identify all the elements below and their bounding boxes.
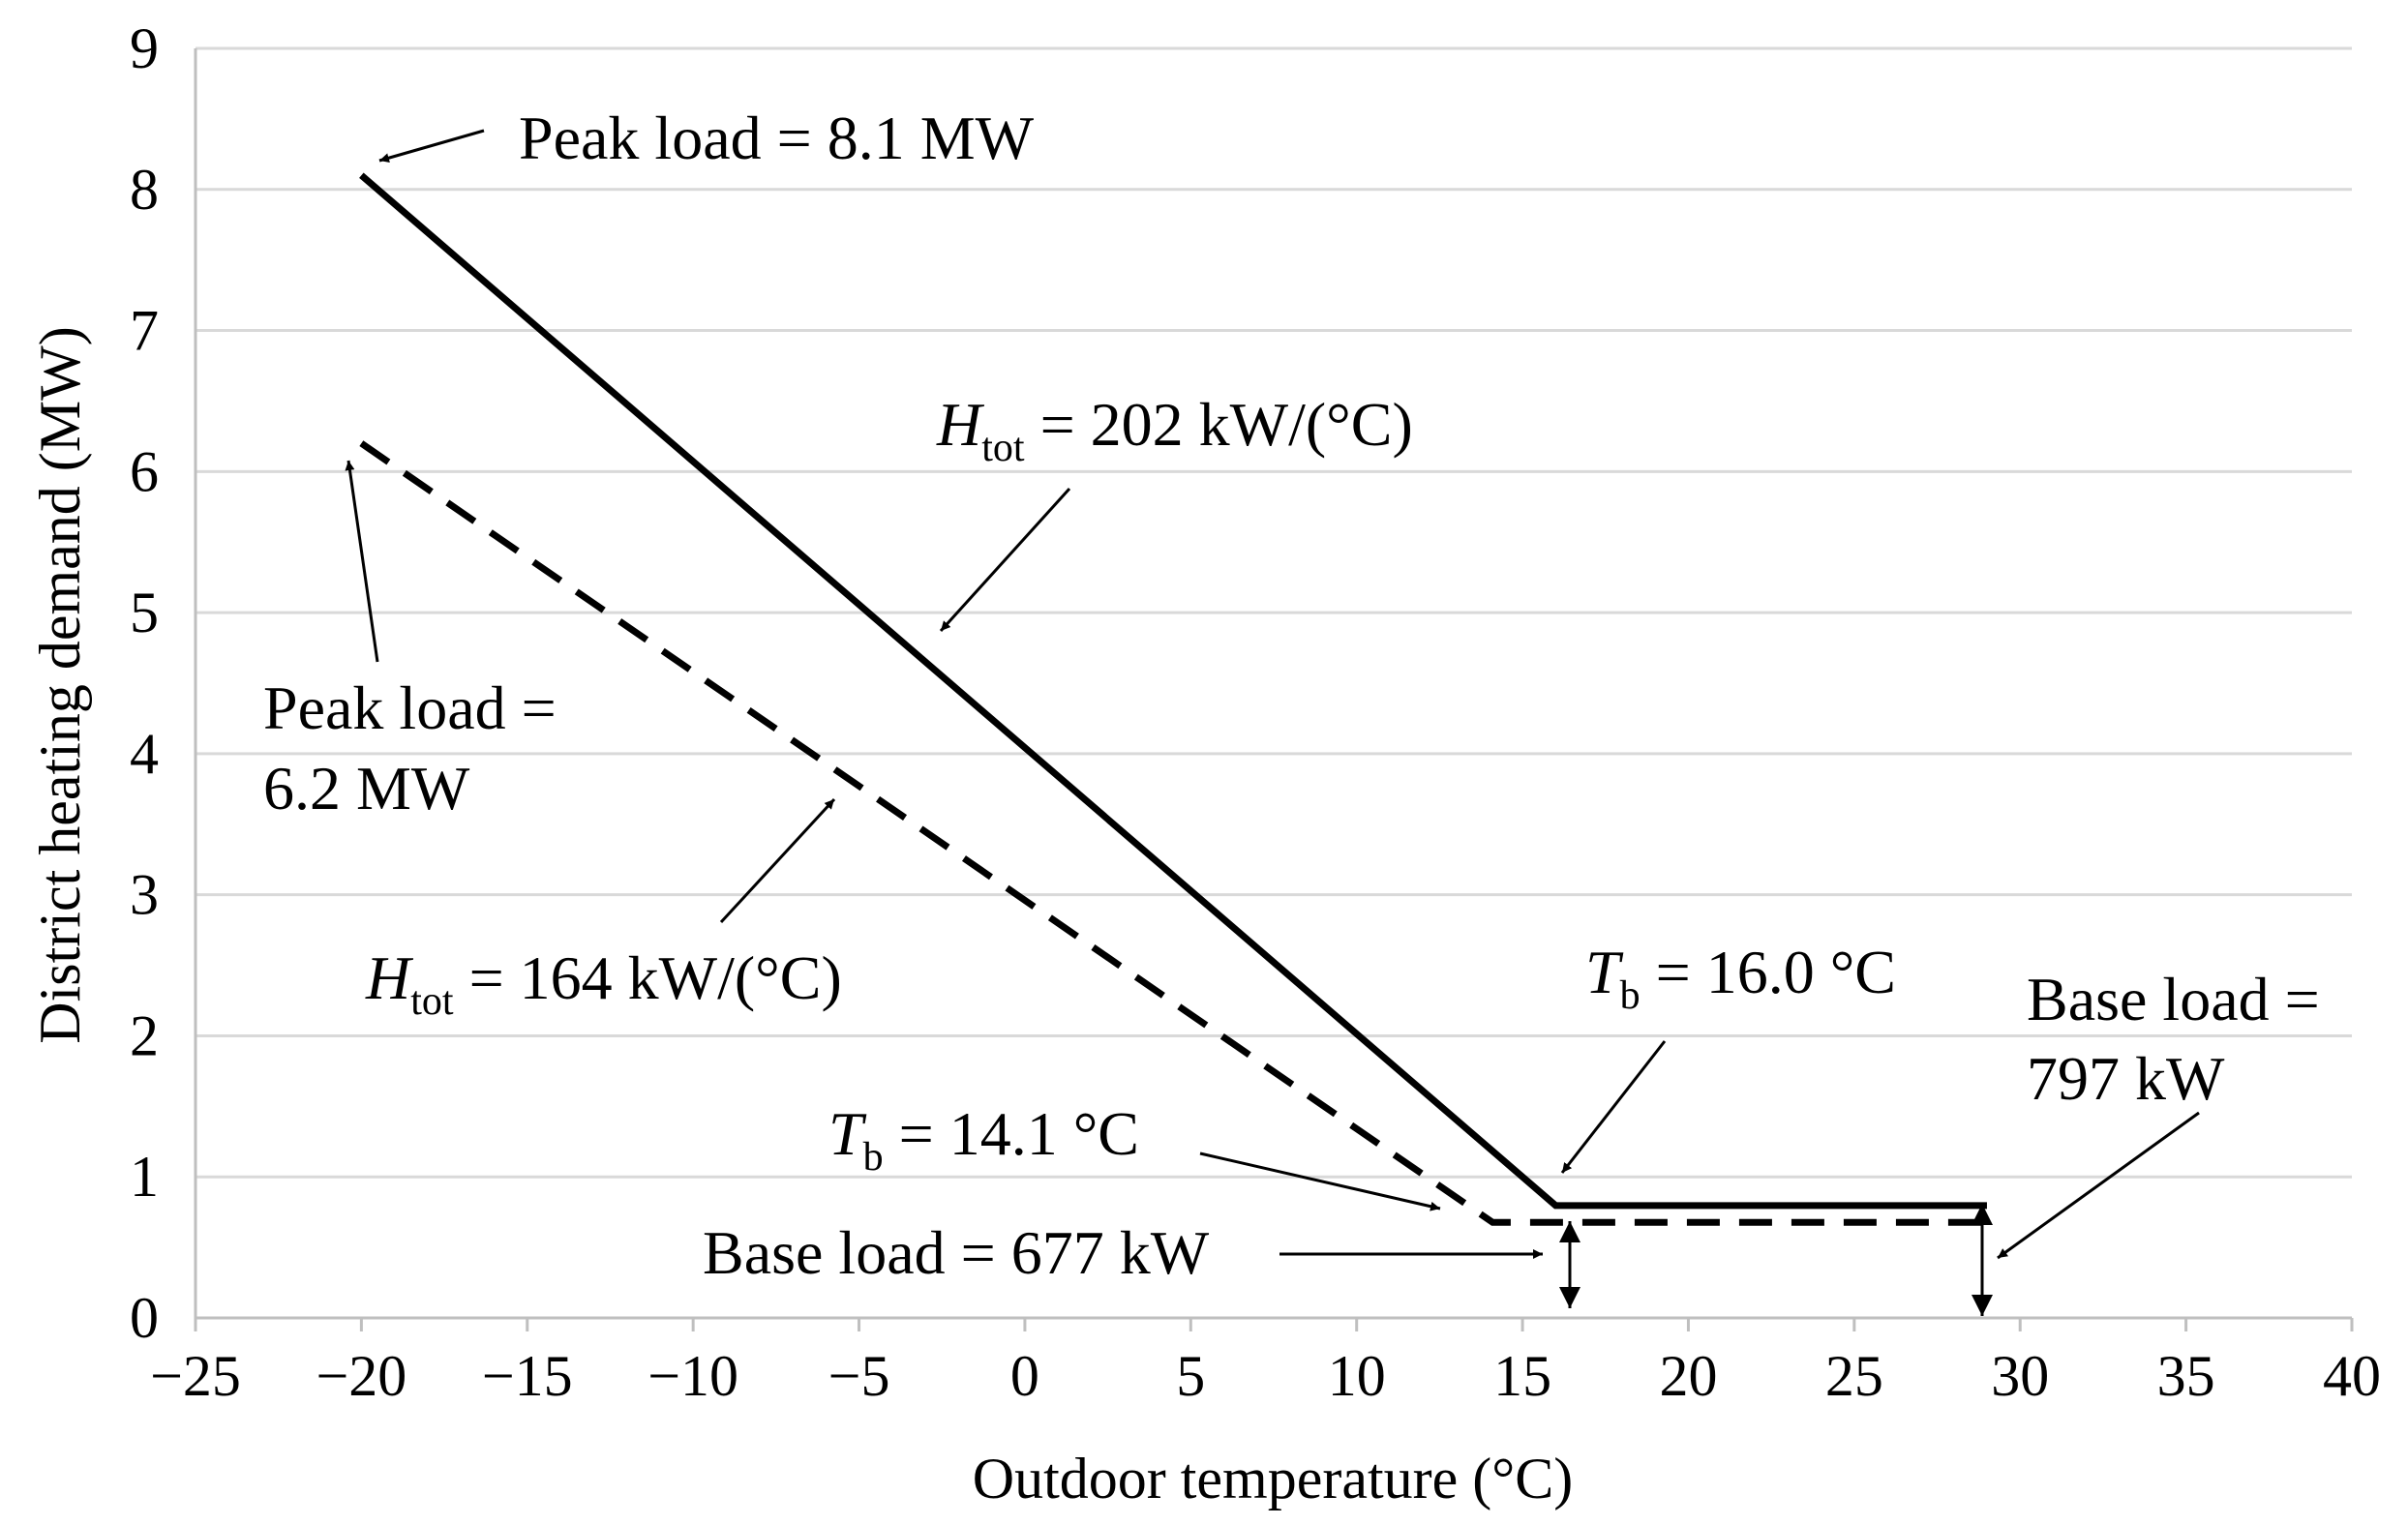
gridlines bbox=[196, 46, 2352, 1179]
x-tick-label: 15 bbox=[1493, 1344, 1551, 1408]
y-tick-label: 3 bbox=[130, 863, 159, 927]
x-tick-label: 25 bbox=[1825, 1344, 1883, 1408]
annotation-tb-dashed: Tb = 14.1 °C bbox=[828, 1099, 1139, 1180]
annotation-base-load-dashed: Base load = 677 kW bbox=[703, 1218, 1210, 1287]
x-tick-label: −15 bbox=[482, 1344, 573, 1408]
x-tick-label: 40 bbox=[2323, 1344, 2381, 1408]
y-axis-title: District heating demand (MW) bbox=[28, 326, 92, 1043]
y-tick-label: 8 bbox=[130, 158, 159, 222]
x-tick-label: 20 bbox=[1659, 1344, 1717, 1408]
annotation-base-load-solid-line2: 797 kW bbox=[2027, 1044, 2225, 1113]
x-tick-label: 35 bbox=[2157, 1344, 2215, 1408]
y-tick-label: 0 bbox=[130, 1286, 159, 1350]
annotation-peak-load-dashed-line2: 6.2 MW bbox=[263, 754, 470, 822]
x-tick-label: 0 bbox=[1010, 1344, 1039, 1408]
annotation-peak-load-dashed-line1: Peak load = bbox=[263, 673, 557, 742]
y-tick-label: 1 bbox=[130, 1145, 159, 1209]
annotation-peak-load-solid: Peak load = 8.1 MW bbox=[519, 104, 1035, 172]
axes bbox=[194, 48, 2354, 1331]
x-tick-label: 30 bbox=[1991, 1344, 2049, 1408]
y-tick-label: 2 bbox=[130, 1003, 159, 1067]
annotation-base-load-solid-line1: Base load = bbox=[2027, 965, 2320, 1033]
x-tick-label: −25 bbox=[150, 1344, 241, 1408]
arrow-htot-solid bbox=[939, 487, 1071, 633]
y-tick-label: 6 bbox=[130, 439, 159, 503]
arrow-tb-solid bbox=[1560, 1040, 1667, 1174]
y-tick-label: 4 bbox=[130, 722, 159, 786]
x-tick-labels: −25 −20 −15 −10 −5 0 5 10 15 20 25 30 35 40 bbox=[150, 1344, 2381, 1408]
arrow-htot-dashed bbox=[719, 797, 836, 924]
arrow-peak-dashed bbox=[345, 460, 379, 663]
annotation-htot-dashed: Htot = 164 kW/(°C) bbox=[365, 943, 842, 1024]
x-tick-label: 5 bbox=[1176, 1344, 1205, 1408]
series-lines bbox=[359, 172, 1987, 1226]
annotations: Peak load = 8.1 MW Peak load = 6.2 MW Ht… bbox=[263, 104, 2320, 1316]
annotation-tb-solid: Tb = 16.0 °C bbox=[1585, 938, 1896, 1018]
x-tick-label: 10 bbox=[1328, 1344, 1386, 1408]
x-axis-title: Outdoor temperature (°C) bbox=[973, 1447, 1573, 1510]
y-tick-label: 7 bbox=[130, 299, 159, 363]
arrow-peak-solid bbox=[378, 129, 485, 164]
series-line-dashed bbox=[359, 440, 1987, 1226]
arrow-tb-dashed bbox=[1199, 1151, 1441, 1211]
x-tick-label: −20 bbox=[316, 1344, 406, 1408]
y-tick-labels: 0 1 2 3 4 5 6 7 8 9 bbox=[130, 16, 159, 1350]
arrow-base-solid bbox=[1997, 1111, 2200, 1260]
y-tick-label: 5 bbox=[130, 581, 159, 644]
annotation-htot-solid: Htot = 202 kW/(°C) bbox=[936, 390, 1413, 470]
x-tick-label: −10 bbox=[647, 1344, 738, 1408]
series-line-solid bbox=[359, 172, 1987, 1210]
y-tick-label: 9 bbox=[130, 16, 159, 80]
x-tick-label: −5 bbox=[828, 1344, 890, 1408]
